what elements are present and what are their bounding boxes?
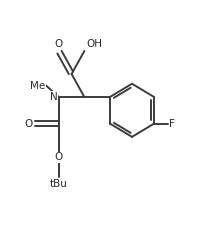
Text: OH: OH <box>86 39 102 49</box>
Text: O: O <box>55 152 63 162</box>
Text: F: F <box>169 119 175 129</box>
Text: N: N <box>50 92 58 102</box>
Text: tBu: tBu <box>50 179 68 189</box>
Text: O: O <box>24 119 32 129</box>
Text: O: O <box>55 39 63 49</box>
Text: Me: Me <box>30 81 45 91</box>
